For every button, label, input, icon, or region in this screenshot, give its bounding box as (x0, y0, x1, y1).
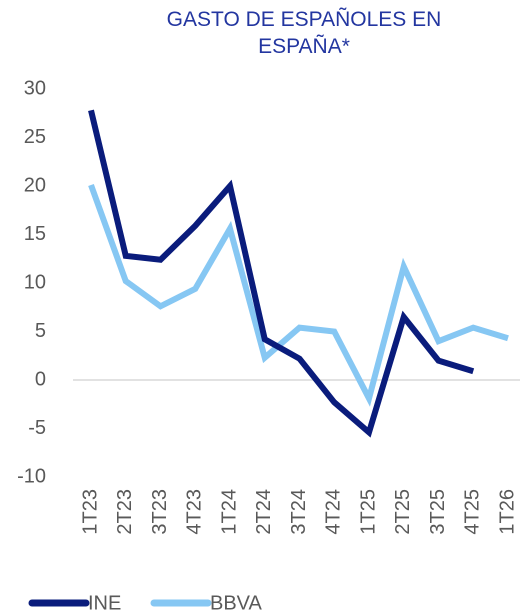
x-tick-label: 1T26 (496, 489, 518, 535)
y-tick-label: 0 (35, 368, 46, 390)
x-tick-label: 2T23 (114, 489, 136, 535)
x-tick-label: 1T25 (357, 489, 379, 535)
y-tick-label: 5 (35, 320, 46, 342)
legend-label: INE (88, 592, 121, 614)
y-tick-label: 25 (24, 126, 46, 148)
x-tick-label: 1T23 (79, 489, 101, 535)
y-tick-label: 30 (24, 77, 46, 99)
series-line (88, 184, 509, 407)
legend-label: BBVA (210, 592, 263, 614)
x-tick-label: 4T24 (323, 489, 345, 535)
y-tick-label: -10 (17, 465, 46, 487)
y-tick-label: 10 (24, 271, 46, 293)
y-tick-label: -5 (28, 417, 46, 439)
chart-title: GASTO DE ESPAÑOLES EN ESPAÑA* (166, 8, 442, 58)
x-tick-label: 2T25 (392, 489, 414, 535)
series-line (88, 109, 475, 438)
y-tick-label: 20 (24, 174, 46, 196)
x-tick-label: 1T24 (218, 489, 240, 535)
x-tick-label: 3T24 (288, 489, 310, 535)
x-tick-label: 3T25 (427, 489, 449, 535)
x-tick-label: 4T25 (462, 489, 484, 535)
y-tick-label: 15 (24, 223, 46, 245)
x-tick-label: 2T24 (253, 489, 275, 535)
x-tick-label: 3T23 (149, 489, 171, 535)
x-tick-label: 4T23 (184, 489, 206, 535)
